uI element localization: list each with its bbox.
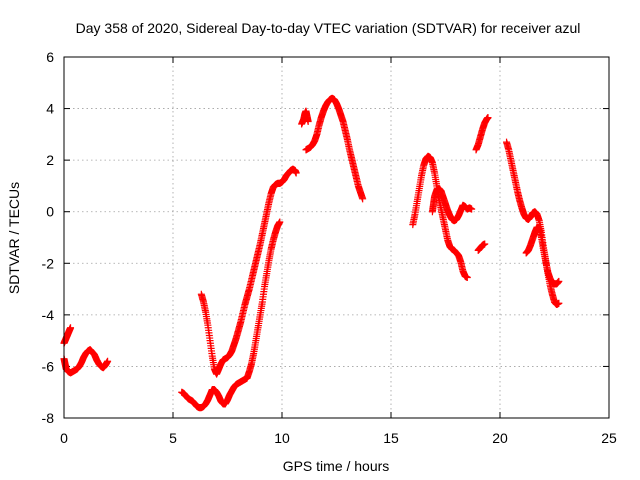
data-point <box>555 299 563 307</box>
x-tick-label: 10 <box>274 430 290 446</box>
x-tick-label: 15 <box>383 430 399 446</box>
y-tick-labels: -8 -6 -4 -2 0 2 4 6 <box>42 49 55 426</box>
y-axis-label: SDTVAR / TECUs <box>6 182 22 294</box>
y-tick-label: -6 <box>42 358 55 374</box>
data-point <box>292 169 300 177</box>
y-tick-label: 0 <box>46 204 54 220</box>
data-point <box>484 114 492 122</box>
data-point <box>468 205 476 213</box>
data-point <box>359 195 367 203</box>
y-tick-label: -4 <box>42 307 55 323</box>
data-points <box>60 94 563 412</box>
x-axis-label: GPS time / hours <box>283 458 390 474</box>
data-point <box>276 218 284 226</box>
y-tick-label: 2 <box>46 152 54 168</box>
x-tick-label: 25 <box>601 430 617 446</box>
data-point <box>67 324 75 332</box>
y-tick-label: 6 <box>46 49 54 65</box>
y-tick-label: 4 <box>46 101 54 117</box>
x-tick-label: 0 <box>60 430 68 446</box>
data-point <box>555 277 563 285</box>
plot-frame <box>63 56 610 419</box>
y-tick-label: -8 <box>42 410 55 426</box>
chart-title: Day 358 of 2020, Sidereal Day-to-day VTE… <box>76 20 581 36</box>
data-point <box>104 357 112 365</box>
y-tick-label: -2 <box>42 255 55 271</box>
x-tick-label: 5 <box>169 430 177 446</box>
x-tick-label: 20 <box>492 430 508 446</box>
data-point <box>463 273 471 281</box>
data-point <box>304 117 312 125</box>
data-point <box>481 240 489 248</box>
grid <box>64 57 609 418</box>
x-tick-labels: 0 5 10 15 20 25 <box>60 430 617 446</box>
